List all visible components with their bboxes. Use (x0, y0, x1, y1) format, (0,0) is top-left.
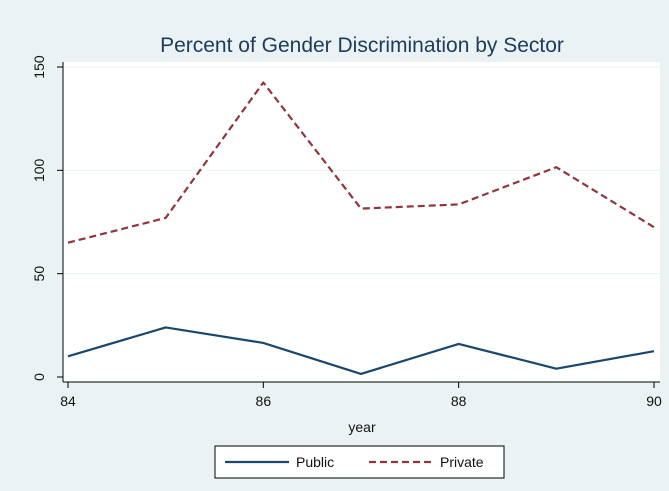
x-tick-label: 84 (60, 393, 76, 409)
y-ticks: 0 50 100 150 (31, 55, 63, 381)
y-tick-label: 50 (31, 266, 47, 282)
y-tick-label: 150 (31, 55, 47, 79)
x-tick-label: 86 (256, 393, 272, 409)
series-lines (67, 81, 655, 375)
legend-label-public: Public (296, 454, 334, 470)
x-ticks: 84 86 88 90 (60, 382, 662, 409)
x-tick-label: 90 (646, 393, 662, 409)
plot-area (63, 62, 660, 382)
legend: Public Private (214, 445, 505, 479)
chart-title: Percent of Gender Discrimination by Sect… (160, 34, 564, 57)
y-tick-label: 0 (31, 373, 47, 381)
series-line-private (67, 81, 655, 244)
series-line-public (67, 326, 655, 375)
grid (63, 66, 660, 275)
x-tick-label: 88 (451, 393, 467, 409)
x-axis-label: year (348, 419, 376, 435)
legend-label-private: Private (440, 454, 484, 470)
y-tick-label: 100 (31, 158, 47, 182)
